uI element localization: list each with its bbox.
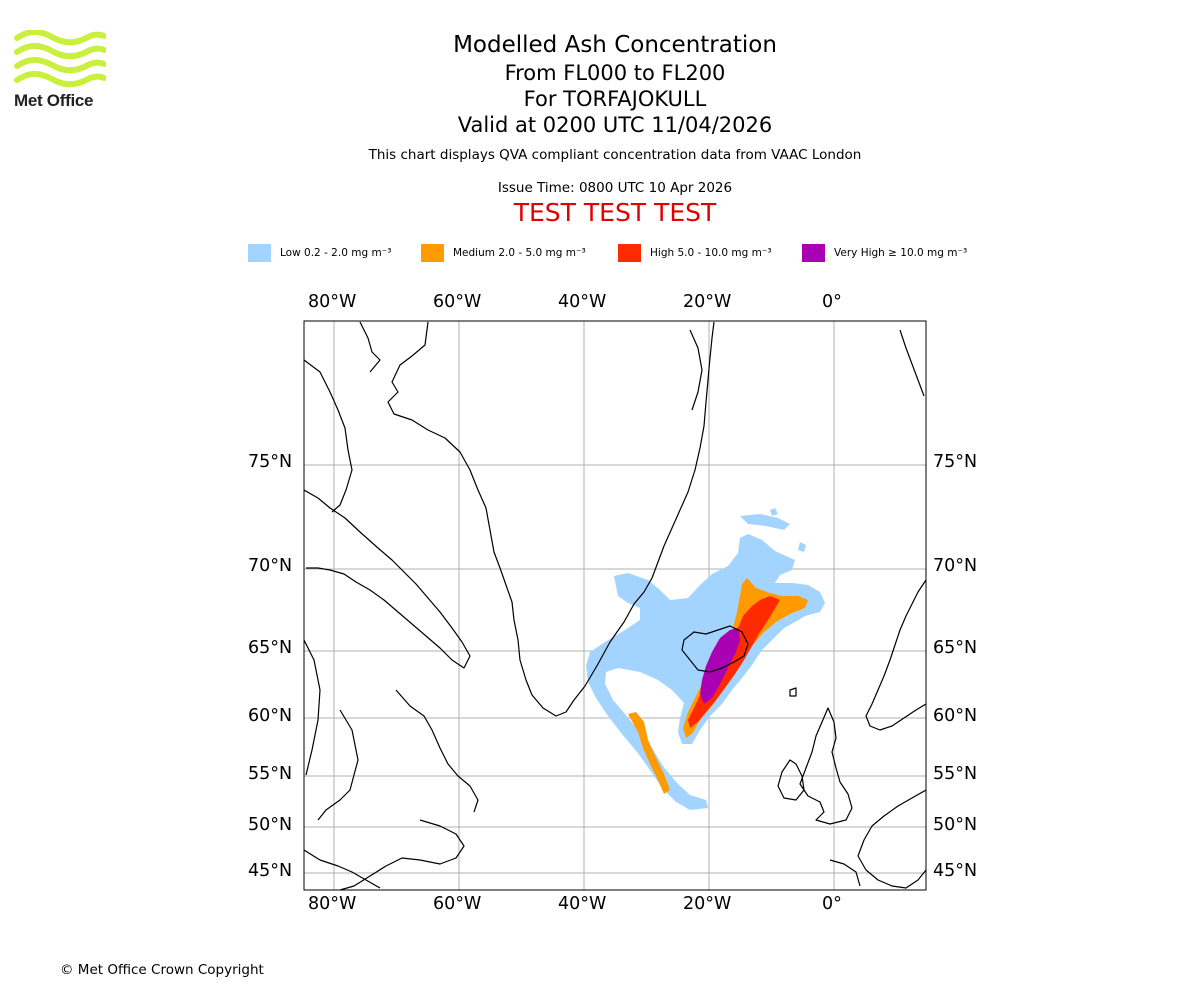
lat-tick-right-65n: 65°N bbox=[933, 638, 978, 658]
lat-tick-left-70n: 70°N bbox=[248, 556, 293, 576]
legend-swatch-medium bbox=[421, 244, 444, 262]
lon-tick-top-40w: 40°W bbox=[558, 292, 607, 312]
lat-tick-right-55n: 55°N bbox=[933, 764, 978, 784]
map-frame bbox=[303, 320, 927, 891]
ash-very-high-area bbox=[700, 628, 740, 704]
lat-tick-right-50n: 50°N bbox=[933, 815, 978, 835]
level-range: From FL000 to FL200 bbox=[504, 61, 726, 85]
lat-tick-left-65n: 65°N bbox=[248, 638, 293, 658]
issue-time: Issue Time: 0800 UTC 10 Apr 2026 bbox=[497, 180, 733, 196]
legend-swatch-high bbox=[618, 244, 641, 262]
lon-tick-top-80w: 80°W bbox=[308, 292, 357, 312]
ash-low-area bbox=[586, 508, 825, 810]
chart-description: This chart displays QVA compliant concen… bbox=[368, 147, 862, 163]
lon-tick-bottom-0: 0° bbox=[822, 894, 842, 914]
legend-item-high: High 5.0 - 10.0 mg m⁻³ bbox=[618, 243, 772, 263]
legend-label-high: High 5.0 - 10.0 mg m⁻³ bbox=[650, 247, 772, 259]
volcano-name: For TORFAJOKULL bbox=[523, 87, 707, 111]
legend-swatch-low bbox=[248, 244, 271, 262]
lon-tick-bottom-40w: 40°W bbox=[558, 894, 607, 914]
legend: Low 0.2 - 2.0 mg m⁻³ Medium 2.0 - 5.0 mg… bbox=[248, 243, 1008, 265]
lat-tick-right-45n: 45°N bbox=[933, 861, 978, 881]
copyright: © Met Office Crown Copyright bbox=[60, 962, 264, 978]
lat-tick-right-75n: 75°N bbox=[933, 452, 978, 472]
legend-label-low: Low 0.2 - 2.0 mg m⁻³ bbox=[280, 247, 392, 259]
coastlines bbox=[304, 321, 926, 890]
lon-tick-top-0: 0° bbox=[822, 292, 842, 312]
logo-text: Met Office bbox=[14, 91, 94, 110]
lat-tick-left-45n: 45°N bbox=[248, 861, 293, 881]
lat-tick-left-60n: 60°N bbox=[248, 706, 293, 726]
lon-tick-bottom-60w: 60°W bbox=[433, 894, 482, 914]
legend-swatch-very-high bbox=[802, 244, 825, 262]
chart-header: Modelled Ash Concentration From FL000 to… bbox=[300, 30, 930, 228]
legend-label-medium: Medium 2.0 - 5.0 mg m⁻³ bbox=[453, 247, 586, 259]
met-office-logo: Met Office bbox=[14, 28, 107, 110]
legend-item-medium: Medium 2.0 - 5.0 mg m⁻³ bbox=[421, 243, 586, 263]
test-banner: TEST TEST TEST bbox=[513, 198, 717, 227]
met-office-waves-icon bbox=[14, 28, 107, 88]
lon-tick-top-20w: 20°W bbox=[683, 292, 732, 312]
valid-time: Valid at 0200 UTC 11/04/2026 bbox=[457, 113, 773, 137]
graticule bbox=[304, 321, 926, 890]
lon-tick-top-60w: 60°W bbox=[433, 292, 482, 312]
lat-tick-right-70n: 70°N bbox=[933, 556, 978, 576]
lat-tick-right-60n: 60°N bbox=[933, 706, 978, 726]
lat-tick-left-50n: 50°N bbox=[248, 815, 293, 835]
lon-tick-bottom-20w: 20°W bbox=[683, 894, 732, 914]
lat-tick-left-75n: 75°N bbox=[248, 452, 293, 472]
lat-tick-left-55n: 55°N bbox=[248, 764, 293, 784]
legend-item-very-high: Very High ≥ 10.0 mg m⁻³ bbox=[802, 243, 967, 263]
legend-label-very-high: Very High ≥ 10.0 mg m⁻³ bbox=[834, 247, 968, 259]
legend-item-low: Low 0.2 - 2.0 mg m⁻³ bbox=[248, 243, 391, 263]
lon-tick-bottom-80w: 80°W bbox=[308, 894, 357, 914]
page-title: Modelled Ash Concentration bbox=[453, 32, 777, 58]
